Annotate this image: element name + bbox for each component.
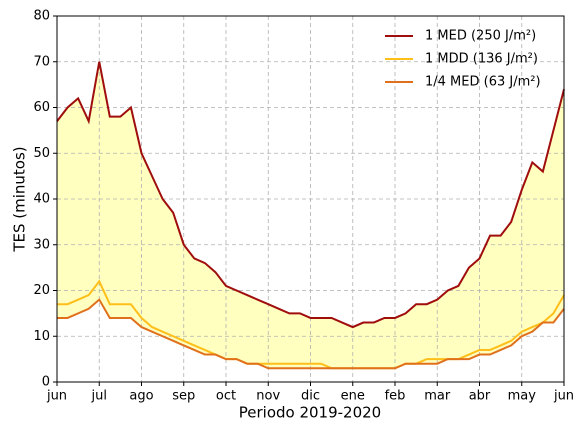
y-tick-label: 50 (33, 146, 50, 161)
x-tick-label: may (508, 389, 537, 404)
x-tick-label: abr (469, 389, 491, 404)
y-tick-label: 80 (33, 9, 50, 24)
y-tick-label: 20 (33, 283, 50, 298)
y-tick-label: 60 (33, 100, 50, 115)
y-tick-label: 70 (33, 54, 50, 69)
legend-label: 1 MED (250 J/m²) (425, 29, 536, 44)
x-tick-label: nov (256, 389, 280, 404)
plot-frame (56, 15, 565, 383)
y-axis-label: TES (minutos) (11, 146, 29, 252)
data-line (57, 298, 565, 370)
y-tick-label: 0 (42, 375, 50, 390)
x-tick-label: sep (172, 389, 195, 404)
x-tick-label: oct (216, 389, 236, 404)
y-tick-label: 30 (33, 237, 50, 252)
y-tick-label: 10 (33, 329, 50, 344)
x-tick-label: dic (301, 389, 320, 404)
data-line (57, 279, 565, 370)
x-tick-label: feb (385, 389, 406, 404)
legend-label: 1/4 MED (63 J/m²) (425, 75, 541, 90)
x-tick-label: jul (91, 389, 107, 404)
y-tick-label: 40 (33, 192, 50, 207)
x-axis-label: Periodo 2019-2020 (239, 404, 381, 422)
x-tick-label: jun (46, 389, 67, 404)
legend-label: 1 MDD (136 J/m²) (425, 52, 538, 67)
x-tick-label: mar (424, 389, 451, 404)
data-line (56, 61, 565, 329)
x-tick-label: ago (129, 389, 153, 404)
x-tick-label: jun (553, 389, 573, 404)
x-tick-label: ene (341, 389, 365, 404)
